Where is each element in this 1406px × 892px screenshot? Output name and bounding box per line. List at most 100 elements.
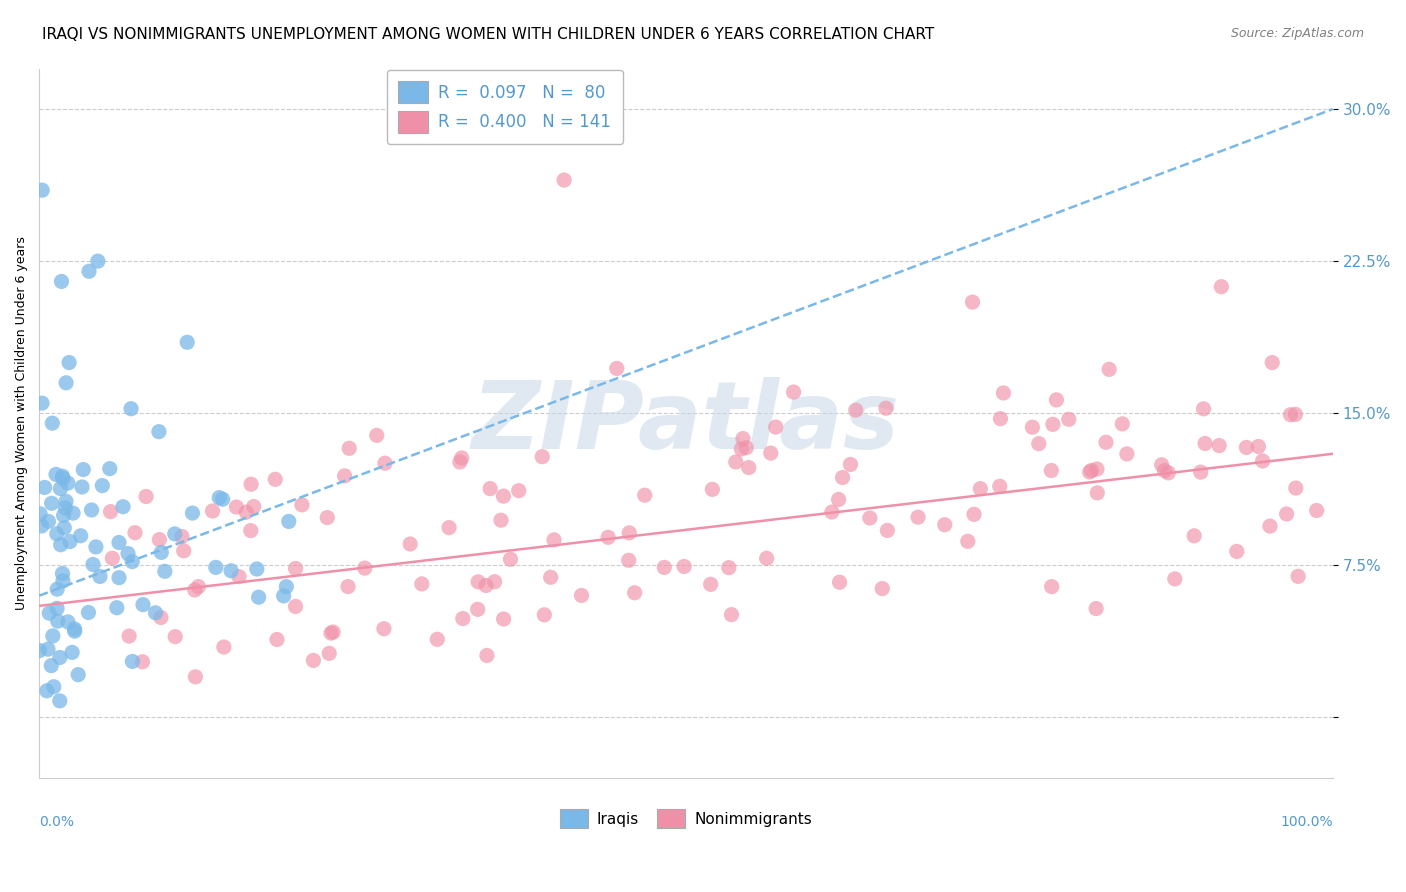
Point xyxy=(1040,580,1063,594)
Point xyxy=(1164,572,1187,586)
Point xyxy=(124,525,146,540)
Point xyxy=(1258,519,1281,533)
Point xyxy=(84,540,107,554)
Point xyxy=(49,482,72,496)
Point xyxy=(53,521,76,535)
Point xyxy=(479,482,502,496)
Point xyxy=(489,513,512,527)
Point xyxy=(571,589,593,603)
Point xyxy=(108,535,131,549)
Point xyxy=(228,569,250,583)
Point xyxy=(82,558,104,572)
Point xyxy=(51,566,73,581)
Point xyxy=(451,611,474,625)
Point xyxy=(212,640,235,654)
Point xyxy=(492,612,515,626)
Point xyxy=(91,478,114,492)
Point xyxy=(45,467,67,482)
Point xyxy=(499,552,522,566)
Point xyxy=(173,543,195,558)
Point xyxy=(426,632,449,647)
Point xyxy=(42,680,65,694)
Point xyxy=(373,622,395,636)
Point xyxy=(80,503,103,517)
Point xyxy=(87,254,110,268)
Point xyxy=(318,646,340,660)
Point xyxy=(153,564,176,578)
Point xyxy=(437,520,460,534)
Point xyxy=(333,469,356,483)
Point xyxy=(623,586,645,600)
Point xyxy=(51,469,73,483)
Point xyxy=(72,462,94,476)
Point xyxy=(121,655,143,669)
Point xyxy=(1085,486,1108,500)
Point xyxy=(165,630,187,644)
Point xyxy=(1153,464,1175,478)
Point xyxy=(1157,466,1180,480)
Point xyxy=(273,589,295,603)
Point xyxy=(606,361,628,376)
Point xyxy=(1057,412,1080,426)
Point xyxy=(56,476,79,491)
Point xyxy=(993,386,1015,401)
Point xyxy=(553,173,575,187)
Point xyxy=(450,450,472,465)
Point xyxy=(484,574,506,589)
Point xyxy=(41,416,63,430)
Point xyxy=(1045,392,1067,407)
Point xyxy=(38,606,60,620)
Point xyxy=(30,507,52,521)
Point xyxy=(1208,438,1230,452)
Point xyxy=(765,420,787,434)
Point xyxy=(870,582,893,596)
Point xyxy=(67,667,90,681)
Point xyxy=(1111,417,1133,431)
Point xyxy=(859,511,882,525)
Point xyxy=(1095,435,1118,450)
Point xyxy=(59,534,82,549)
Point xyxy=(1080,463,1102,477)
Point xyxy=(492,489,515,503)
Point xyxy=(276,580,298,594)
Point xyxy=(69,529,91,543)
Point xyxy=(118,629,141,643)
Point xyxy=(98,461,121,475)
Point xyxy=(1251,454,1274,468)
Point xyxy=(821,505,844,519)
Point xyxy=(284,561,307,575)
Point xyxy=(634,488,657,502)
Point xyxy=(219,564,242,578)
Point xyxy=(184,582,207,597)
Point xyxy=(187,580,209,594)
Point xyxy=(1194,436,1216,450)
Point xyxy=(449,455,471,469)
Point xyxy=(60,645,83,659)
Point xyxy=(755,551,778,566)
Point xyxy=(246,562,269,576)
Point xyxy=(1189,465,1212,479)
Point xyxy=(735,441,758,455)
Point xyxy=(759,446,782,460)
Point xyxy=(55,494,77,508)
Point xyxy=(1279,408,1302,422)
Point xyxy=(101,551,124,566)
Point xyxy=(108,571,131,585)
Point xyxy=(988,479,1011,493)
Text: 0.0%: 0.0% xyxy=(39,814,75,829)
Point xyxy=(1028,436,1050,450)
Point xyxy=(135,490,157,504)
Point xyxy=(121,555,143,569)
Point xyxy=(875,401,897,416)
Point xyxy=(782,385,804,400)
Point xyxy=(132,598,155,612)
Point xyxy=(1226,544,1249,558)
Legend: Iraqis, Nonimmigrants: Iraqis, Nonimmigrants xyxy=(554,803,818,834)
Point xyxy=(150,545,173,559)
Point xyxy=(266,632,288,647)
Point xyxy=(52,471,75,485)
Point xyxy=(34,480,56,494)
Point xyxy=(235,505,257,519)
Point xyxy=(53,500,76,515)
Point xyxy=(543,533,565,547)
